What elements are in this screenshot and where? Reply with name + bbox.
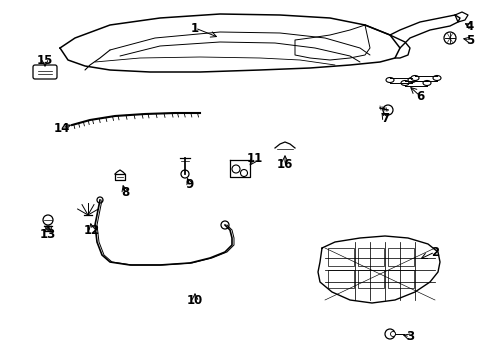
Ellipse shape xyxy=(400,81,408,85)
Circle shape xyxy=(181,170,189,178)
Ellipse shape xyxy=(422,81,430,85)
Text: 12: 12 xyxy=(84,224,100,237)
Text: 6: 6 xyxy=(415,90,423,103)
Text: 16: 16 xyxy=(276,158,293,171)
Text: 2: 2 xyxy=(430,246,438,258)
Text: 1: 1 xyxy=(190,22,199,35)
Text: 11: 11 xyxy=(246,152,263,165)
Circle shape xyxy=(240,170,247,176)
Text: 8: 8 xyxy=(121,185,129,198)
Circle shape xyxy=(443,32,455,44)
Circle shape xyxy=(384,329,394,339)
Circle shape xyxy=(231,165,240,173)
Text: 4: 4 xyxy=(465,19,473,32)
Ellipse shape xyxy=(407,77,415,82)
Circle shape xyxy=(43,215,53,225)
Ellipse shape xyxy=(385,77,393,82)
Text: 7: 7 xyxy=(380,112,388,125)
FancyBboxPatch shape xyxy=(33,65,57,79)
Text: 14: 14 xyxy=(54,122,70,135)
Bar xyxy=(357,248,383,266)
Circle shape xyxy=(382,105,392,115)
Circle shape xyxy=(390,332,395,337)
Text: 5: 5 xyxy=(465,33,473,46)
Circle shape xyxy=(221,221,228,229)
Bar xyxy=(387,270,413,288)
Ellipse shape xyxy=(432,76,440,81)
Bar xyxy=(327,248,353,266)
Bar xyxy=(327,270,353,288)
Bar xyxy=(357,270,383,288)
Circle shape xyxy=(97,197,103,203)
Text: 9: 9 xyxy=(185,179,194,192)
Text: 3: 3 xyxy=(405,330,413,343)
Text: 15: 15 xyxy=(37,54,53,67)
Text: 13: 13 xyxy=(40,228,56,240)
Ellipse shape xyxy=(410,76,418,81)
Text: 10: 10 xyxy=(186,293,203,306)
Bar xyxy=(387,248,413,266)
